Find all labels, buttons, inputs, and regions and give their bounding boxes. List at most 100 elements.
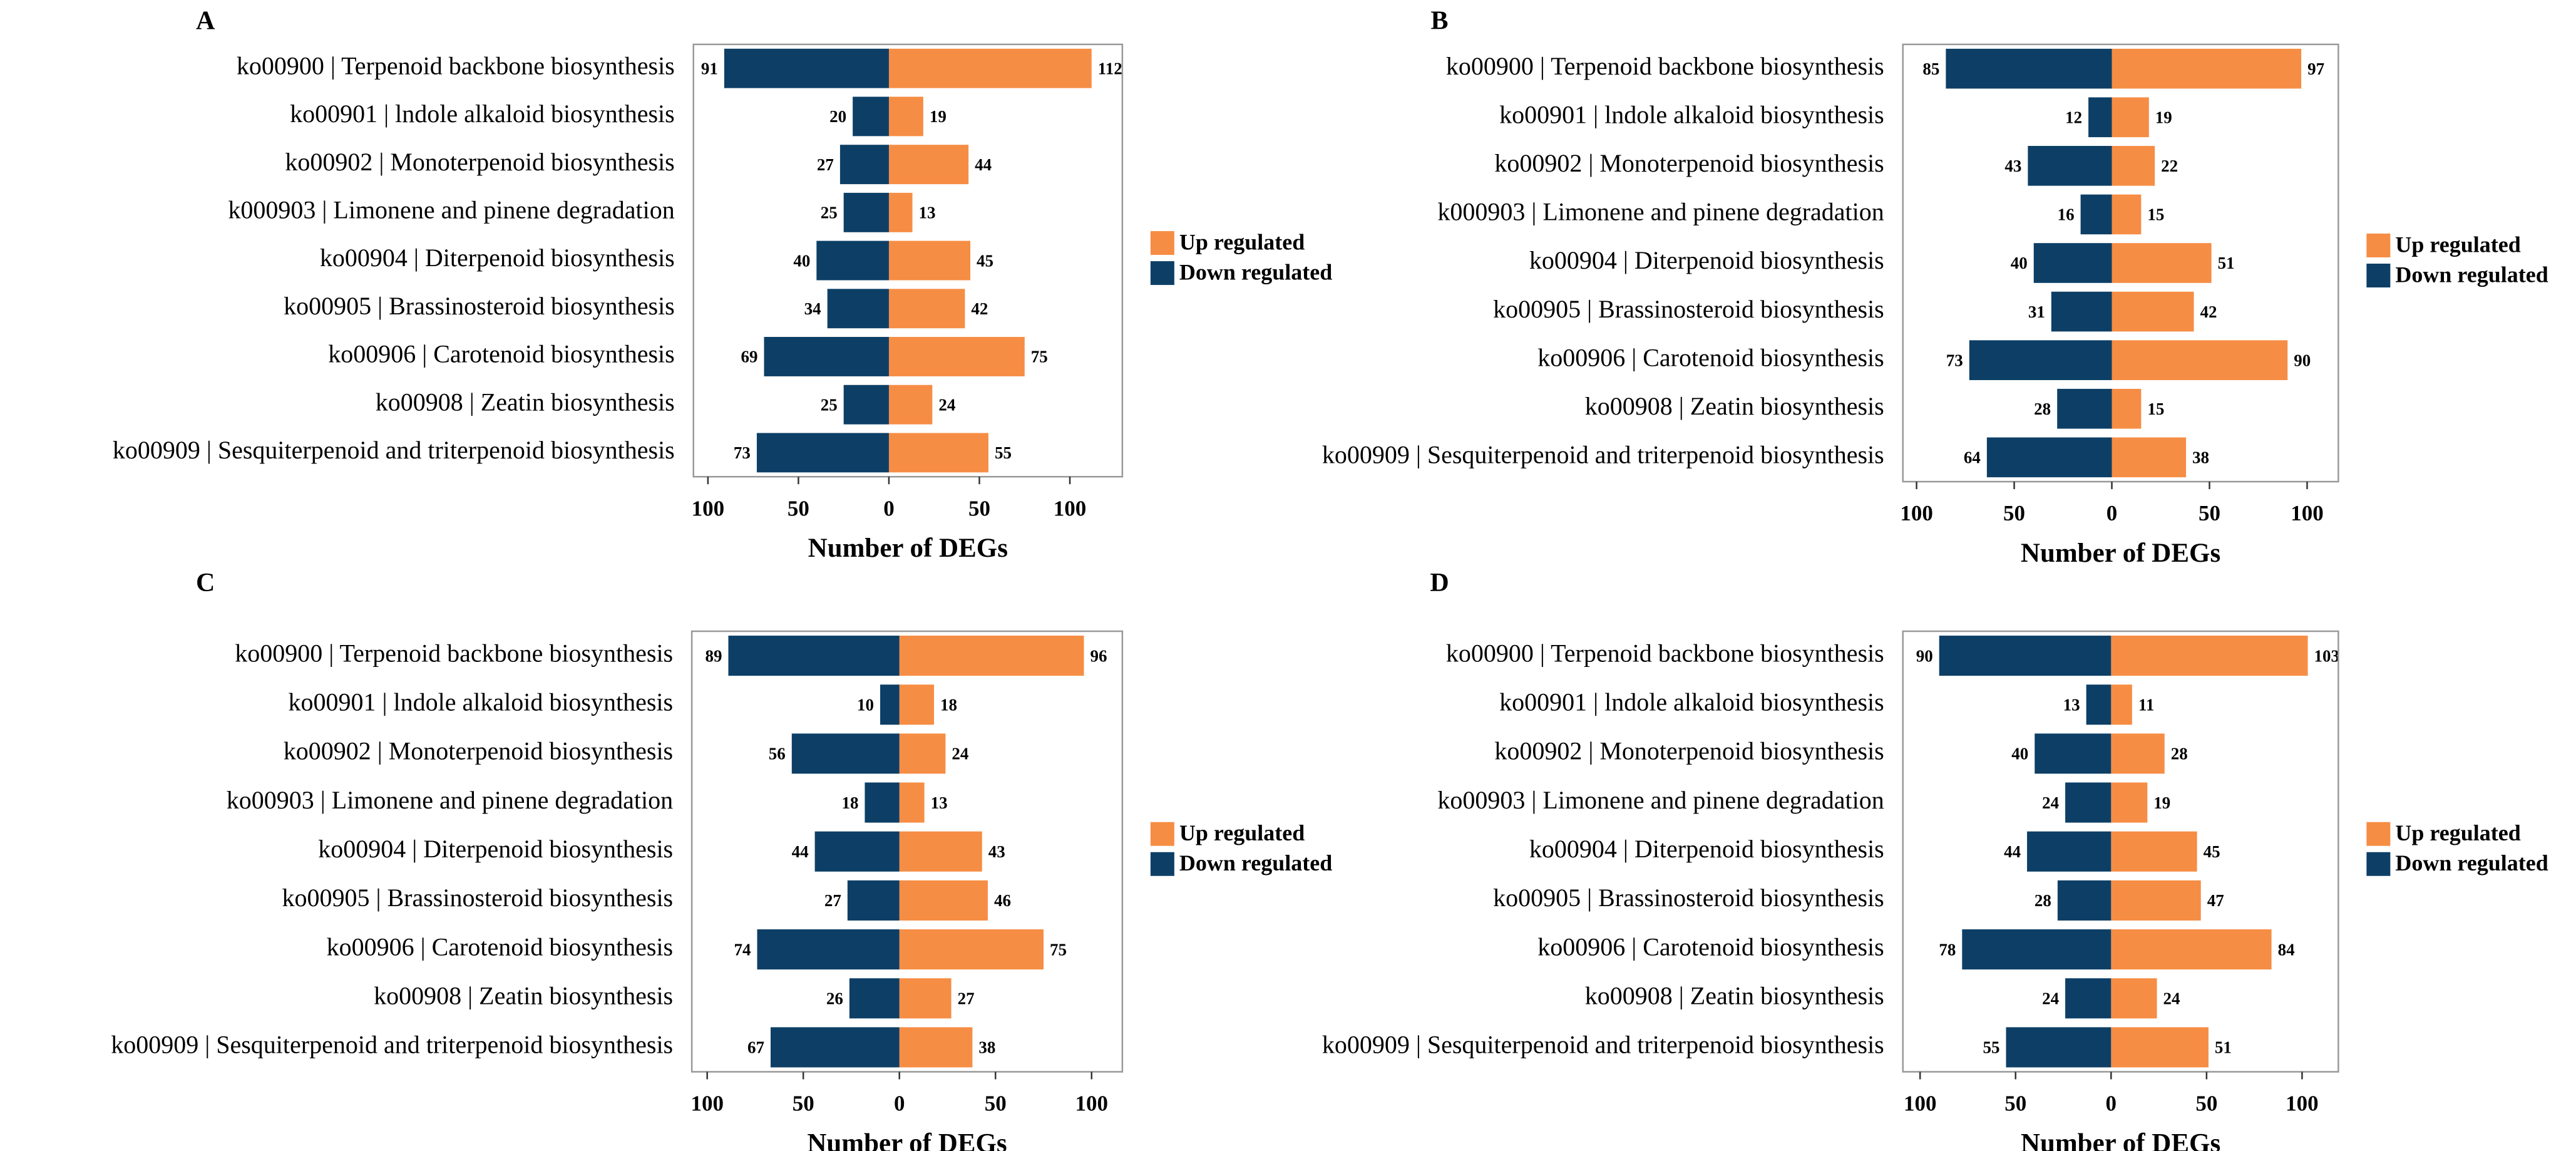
panel-label: A xyxy=(196,6,215,35)
bar xyxy=(2057,880,2112,921)
bar xyxy=(1946,48,2112,89)
bar xyxy=(757,929,900,970)
bar xyxy=(2035,733,2112,774)
bar xyxy=(847,880,900,921)
bar xyxy=(899,831,982,872)
value-label: 46 xyxy=(994,891,1011,910)
legend-label: Up regulated xyxy=(2395,232,2520,257)
x-tick-label: 100 xyxy=(1054,496,1087,520)
value-label: 38 xyxy=(978,1038,995,1057)
legend-swatch xyxy=(2366,234,2391,257)
value-label: 43 xyxy=(988,842,1005,861)
category-label: ko00906 | Carotenoid biosynthesis xyxy=(1537,343,1884,371)
bar xyxy=(899,978,952,1019)
value-label: 90 xyxy=(1916,646,1933,665)
value-label: 13 xyxy=(919,204,936,222)
bar xyxy=(2112,243,2212,283)
category-label: ko00905 | Brassinosteroid biosynthesis xyxy=(1493,295,1884,323)
bar xyxy=(764,337,889,376)
bar xyxy=(2028,146,2112,186)
legend-swatch xyxy=(1150,261,1174,286)
value-label: 28 xyxy=(2171,745,2188,763)
value-label: 84 xyxy=(2278,940,2295,959)
x-axis-title: Number of DEGs xyxy=(2021,539,2220,568)
value-label: 112 xyxy=(1098,59,1122,78)
bar xyxy=(2112,146,2155,186)
bar xyxy=(888,96,923,137)
value-label: 26 xyxy=(826,989,843,1008)
value-label: 19 xyxy=(2153,793,2170,812)
x-tick-label: 50 xyxy=(2195,1092,2217,1116)
bar xyxy=(1986,437,2112,478)
legend-label: Up regulated xyxy=(1179,820,1305,845)
bar xyxy=(1962,929,2112,970)
plot-frame xyxy=(1902,43,2339,483)
x-tick-label: 100 xyxy=(1075,1092,1109,1116)
category-label: ko00905 | Brassinosteroid biosynthesis xyxy=(1493,884,1884,912)
category-label: ko00906 | Carotenoid biosynthesis xyxy=(327,932,674,961)
value-label: 24 xyxy=(938,395,955,414)
x-tick-label: 50 xyxy=(2003,501,2025,525)
bar xyxy=(843,385,889,425)
category-label: ko00909 | Sesquiterpenoid and triterpeno… xyxy=(111,1031,673,1059)
bar xyxy=(2111,636,2308,676)
bar xyxy=(2086,684,2112,725)
value-label: 15 xyxy=(2147,400,2164,418)
legend-label: Down regulated xyxy=(2395,262,2548,287)
category-label: ko00908 | Zeatin biosynthesis xyxy=(374,981,673,1009)
bar xyxy=(2111,684,2132,725)
value-label: 97 xyxy=(2307,59,2324,78)
bar xyxy=(843,192,889,232)
category-label: ko00900 | Terpenoid backbone biosynthesi… xyxy=(237,51,675,80)
bar xyxy=(888,337,1025,376)
bar xyxy=(2112,340,2288,380)
bar xyxy=(2112,97,2149,138)
value-label: 89 xyxy=(705,646,722,665)
x-tick-label: 0 xyxy=(2106,501,2118,525)
value-label: 42 xyxy=(971,299,988,318)
value-label: 85 xyxy=(1922,59,1939,78)
panel-label: B xyxy=(1430,6,1448,35)
category-label: ko00906 | Carotenoid biosynthesis xyxy=(1537,932,1884,961)
x-tick-label: 50 xyxy=(985,1092,1007,1116)
value-label: 78 xyxy=(1939,940,1956,959)
panel-label: D xyxy=(1430,569,1449,597)
value-label: 55 xyxy=(1983,1038,2000,1057)
bar xyxy=(899,880,988,921)
bar xyxy=(724,48,889,88)
value-label: 74 xyxy=(734,940,751,959)
legend-swatch xyxy=(2366,264,2391,287)
value-label: 44 xyxy=(2004,842,2021,861)
bar xyxy=(899,929,1044,970)
x-axis-title: Number of DEGs xyxy=(808,534,1008,563)
category-label: k000903 | Limonene and pinene degradatio… xyxy=(1437,198,1884,226)
legend-label: Down regulated xyxy=(1179,850,1332,875)
value-label: 19 xyxy=(2155,108,2172,126)
bar xyxy=(771,1027,900,1068)
value-label: 69 xyxy=(741,348,757,366)
bar xyxy=(2027,831,2112,872)
bar xyxy=(2112,291,2194,332)
bar xyxy=(888,289,965,329)
bar xyxy=(816,240,889,281)
value-label: 27 xyxy=(958,989,975,1008)
category-label: ko00901 | lndole alkaloid biosynthesis xyxy=(1499,100,1884,128)
value-label: 12 xyxy=(2065,108,2082,126)
bar xyxy=(888,385,933,425)
bar xyxy=(1969,340,2112,380)
x-tick-label: 0 xyxy=(883,496,895,520)
bar xyxy=(899,636,1084,676)
value-label: 73 xyxy=(1946,351,1963,369)
bar xyxy=(888,240,971,281)
value-label: 28 xyxy=(2034,400,2051,418)
bar xyxy=(2051,291,2112,332)
value-label: 103 xyxy=(2314,646,2340,665)
bar xyxy=(899,733,946,774)
bar xyxy=(853,96,889,137)
bar xyxy=(2006,1027,2112,1068)
x-tick-label: 100 xyxy=(1900,501,1933,525)
bar xyxy=(827,289,889,329)
category-label: ko00906 | Carotenoid biosynthesis xyxy=(328,340,675,368)
value-label: 27 xyxy=(817,155,834,174)
